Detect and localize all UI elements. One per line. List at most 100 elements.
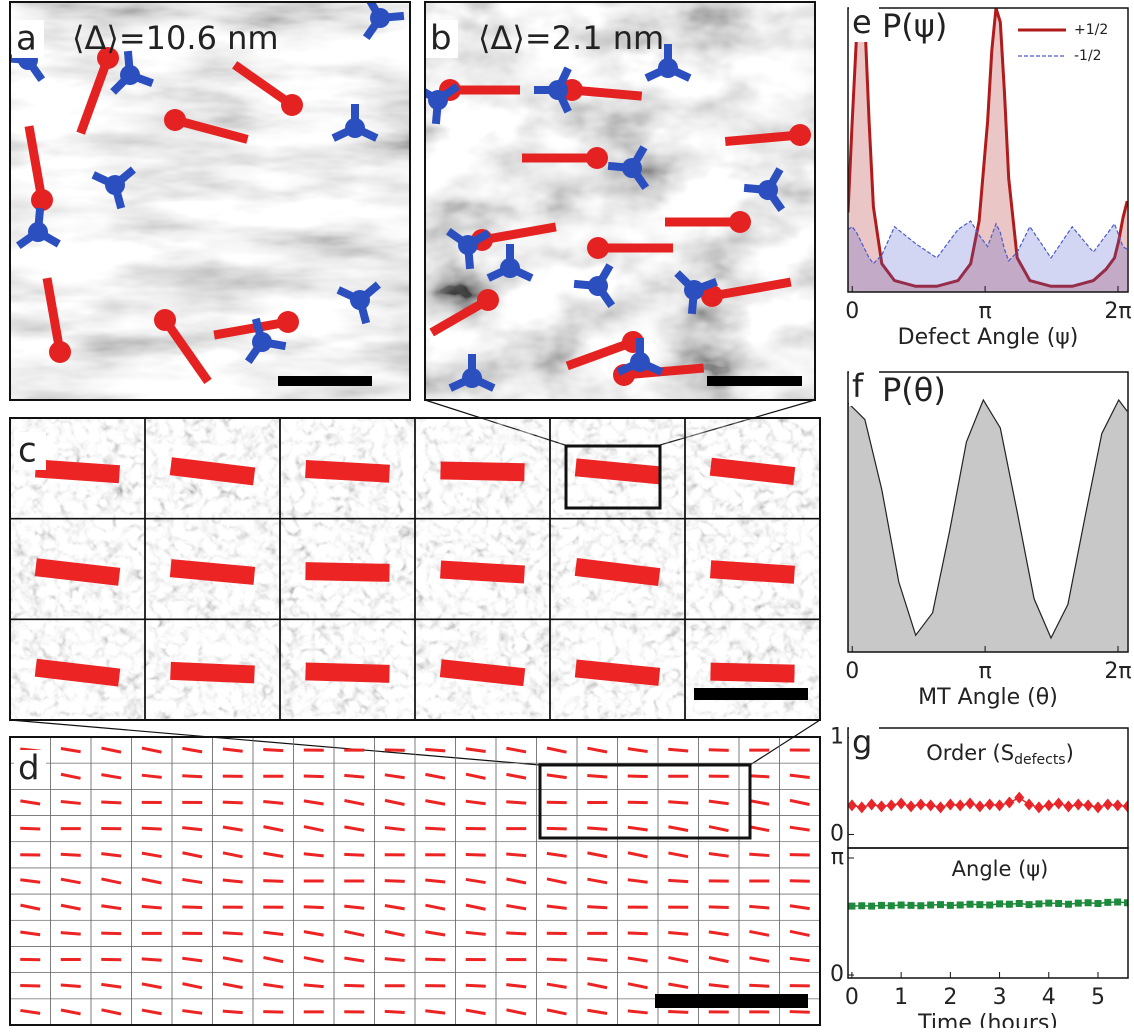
orientation-dash: [466, 932, 486, 934]
orientation-dash: [587, 879, 607, 883]
marker: [975, 800, 985, 812]
x-tick-label: 3: [993, 985, 1007, 1010]
orientation-dash: [790, 958, 810, 960]
orientation-dash: [668, 984, 688, 987]
orientation-dash: [142, 853, 162, 856]
plot-area: [848, 899, 1131, 910]
plus-defect-head: [477, 289, 499, 311]
marker: [1114, 899, 1121, 906]
orientation-dash: [506, 1010, 526, 1014]
orientation-dash: [304, 907, 324, 908]
orientation-dash: [628, 958, 648, 961]
x-tick-label: π: [978, 659, 991, 684]
legend-label: +1/2: [1074, 22, 1108, 38]
marker: [858, 902, 865, 909]
marker: [986, 901, 993, 908]
minus-defect-core: [500, 258, 520, 278]
x-tick-label: 0: [845, 299, 859, 324]
minus-defect-core: [370, 8, 390, 28]
orientation-dash: [466, 801, 486, 804]
marker: [876, 800, 886, 812]
marker: [907, 902, 914, 909]
minus-defect-core: [105, 175, 125, 195]
orientation-bar: [710, 663, 794, 683]
orientation-dash: [385, 827, 405, 829]
orientation-bar: [170, 662, 255, 684]
orientation-dash: [385, 1011, 405, 1012]
x-tick-label: π: [978, 299, 991, 324]
orientation-dash: [61, 748, 81, 751]
orientation-dash: [587, 907, 607, 908]
orientation-dash: [466, 854, 486, 855]
micrograph: [10, 2, 410, 400]
plus-defect-head: [729, 211, 751, 233]
orientation-dash: [709, 957, 729, 961]
orientation-dash: [182, 907, 202, 908]
orientation-dash: [20, 828, 40, 829]
orientation-dash: [628, 749, 648, 752]
panel-label: e: [852, 3, 872, 41]
title-part: defects: [1014, 752, 1066, 768]
orientation-dash: [547, 1010, 567, 1014]
orientation-dash: [547, 984, 567, 987]
orientation-dash: [587, 748, 607, 752]
orientation-dash: [101, 775, 121, 778]
orientation-dash: [790, 1012, 810, 1013]
orientation-dash: [425, 932, 445, 935]
orientation-dash: [142, 879, 162, 883]
orientation-dash: [506, 879, 526, 883]
panel-label: a: [16, 19, 37, 59]
x-tick-label: 2: [943, 985, 957, 1010]
orientation-dash: [506, 905, 526, 908]
marker: [1026, 901, 1033, 908]
orientation-dash: [466, 879, 486, 882]
orientation-dash: [587, 853, 607, 857]
orientation-dash: [547, 959, 567, 960]
orientation-dash: [709, 750, 729, 751]
x-axis-label: Time (hours): [917, 1011, 1058, 1028]
x-tick-label: 4: [1042, 985, 1056, 1010]
orientation-dash: [749, 985, 769, 986]
marker: [957, 901, 964, 908]
plus-defect-head: [164, 109, 186, 131]
orientation-dash: [304, 854, 324, 856]
orientation-dash: [425, 905, 445, 909]
orientation-dash: [61, 774, 81, 778]
marker: [955, 799, 965, 811]
annotation: ⟨Δ⟩=10.6 nm: [72, 19, 279, 57]
orientation-dash: [304, 958, 324, 962]
orientation-dash: [506, 933, 526, 934]
minus-defect-core: [658, 58, 678, 78]
orientation-dash: [425, 828, 445, 829]
marker: [926, 799, 936, 811]
y-tick-label: 1: [830, 725, 844, 750]
plus-defect-head: [49, 341, 71, 363]
orientation-dash: [101, 1010, 121, 1014]
orientation-dash: [709, 985, 729, 987]
orientation-dash: [263, 801, 283, 803]
marker: [1113, 799, 1123, 811]
orientation-dash: [790, 827, 810, 830]
orientation-dash: [142, 1010, 162, 1014]
orientation-dash: [61, 801, 81, 803]
orientation-dash: [223, 749, 243, 751]
marker: [1104, 899, 1111, 906]
chart-title: P(θ): [882, 371, 946, 409]
marker: [995, 799, 1005, 811]
panel-label: d: [18, 749, 40, 789]
plus-defect-head: [789, 124, 811, 146]
orientation-dash: [790, 800, 810, 804]
marker: [945, 798, 955, 810]
marker: [1035, 900, 1042, 907]
marker: [1073, 798, 1083, 810]
marker: [996, 900, 1003, 907]
plus-defect-head: [586, 147, 608, 169]
marker: [947, 902, 954, 909]
orientation-dash: [749, 827, 769, 831]
orientation-dash: [61, 933, 81, 935]
x-axis-label: MT Angle (θ): [918, 685, 1058, 710]
orientation-dash: [223, 853, 243, 857]
x-tick-label: 2π: [1104, 299, 1131, 324]
x-tick-label: 2π: [1104, 659, 1131, 684]
